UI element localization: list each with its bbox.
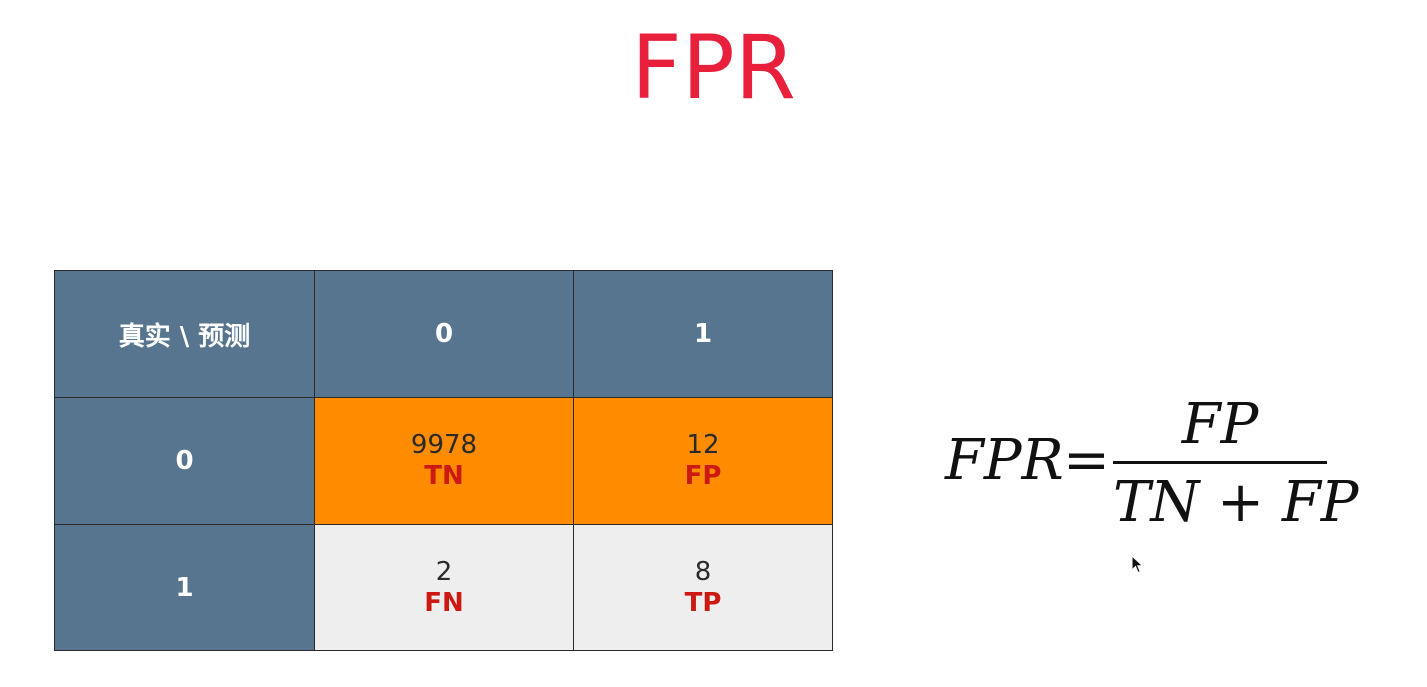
cell-tp-value: 8 <box>694 556 712 587</box>
header-row: 真实 \ 预测 0 1 <box>54 270 833 398</box>
corner-header: 真实 \ 预测 <box>54 270 315 398</box>
cell-tn-value: 9978 <box>410 430 478 460</box>
formula-denominator: TN + FP <box>1113 470 1359 535</box>
actual-1-row: 1 2 FN 8 TP <box>54 524 833 651</box>
cell-tn-label: TN <box>424 461 464 491</box>
cell-tn: 9978 TN <box>314 397 574 525</box>
page-title: FPR <box>631 16 796 119</box>
cell-tp: 8 TP <box>573 524 833 651</box>
cell-fp-value: 12 <box>686 430 720 460</box>
formula-numerator: FP <box>1181 392 1259 457</box>
cell-fp: 12 FP <box>573 397 833 525</box>
predicted-0-header: 0 <box>314 270 574 398</box>
actual-0-header: 0 <box>54 397 315 525</box>
predicted-1-header: 1 <box>573 270 833 398</box>
cell-fp-label: FP <box>684 461 722 491</box>
actual-0-row: 0 9978 TN 12 FP <box>54 397 833 525</box>
mouse-pointer-icon <box>1131 555 1144 574</box>
formula-lhs: FPR <box>945 428 1064 493</box>
fpr-formula: FPR = FP TN + FP <box>945 385 1359 545</box>
formula-fraction: FP TN + FP <box>1113 385 1359 545</box>
cell-fn: 2 FN <box>314 524 574 651</box>
fraction-bar <box>1113 461 1327 464</box>
formula-equals: = <box>1063 428 1110 493</box>
confusion-matrix: 真实 \ 预测 0 1 0 9978 TN 12 FP 1 2 FN 8 TP <box>54 270 833 651</box>
actual-1-header: 1 <box>54 524 315 651</box>
cell-fn-label: FN <box>424 587 464 618</box>
cell-fn-value: 2 <box>435 556 453 587</box>
cell-tp-label: TP <box>684 587 722 618</box>
